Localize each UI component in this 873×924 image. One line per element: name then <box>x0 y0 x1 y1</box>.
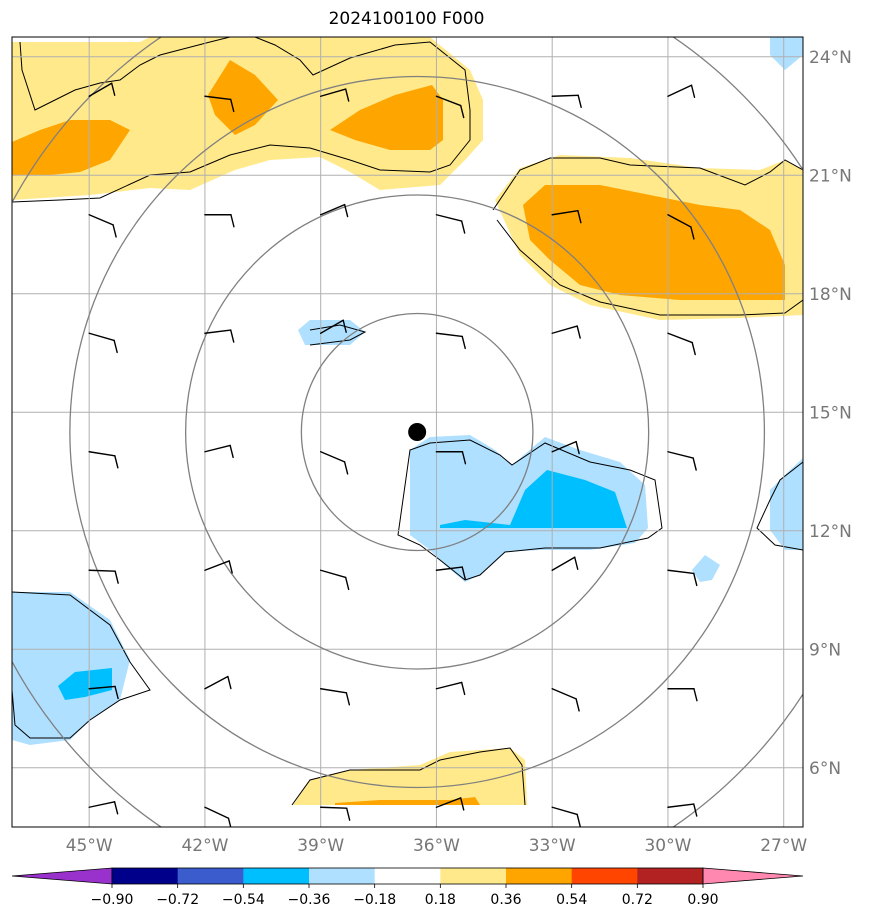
colorbar-segment <box>506 868 573 884</box>
colorbar-tick-label: 0.72 <box>622 892 653 908</box>
lat-tick-label: 12°N <box>809 522 852 542</box>
range-ring <box>184 194 650 670</box>
colorbar-segment <box>177 868 244 884</box>
wind-barb <box>204 214 235 228</box>
contour-positive-mid <box>12 60 785 805</box>
wind-barb <box>667 332 696 356</box>
wind-barbs <box>88 82 698 827</box>
lon-tick-label: 30°W <box>644 836 691 856</box>
lat-tick-label: 6°N <box>809 759 841 779</box>
wind-barb <box>319 451 349 475</box>
wind-barb <box>435 332 466 350</box>
lon-tick-label: 45°W <box>66 836 113 856</box>
wind-barb <box>204 95 235 113</box>
colorbar-segment <box>637 868 704 884</box>
wind-barb <box>667 688 698 702</box>
wind-barb <box>204 675 232 690</box>
colorbar <box>11 867 804 885</box>
wind-barb <box>667 214 695 240</box>
colorbar-extend-high <box>702 867 804 885</box>
colorbar-tick-label: 0.36 <box>490 892 521 908</box>
wind-barb <box>667 569 698 587</box>
wind-barb <box>435 566 466 580</box>
wind-barb <box>435 681 466 696</box>
colorbar-tick-label: −0.18 <box>353 892 396 908</box>
range-ring <box>300 312 534 552</box>
colorbar-segment <box>571 868 638 884</box>
wind-barb <box>88 801 119 815</box>
wind-barb <box>88 82 116 97</box>
wind-barb <box>551 209 582 224</box>
colorbar-tick-label: −0.72 <box>156 892 199 908</box>
wind-barb <box>319 688 351 706</box>
colorbar-segment <box>243 868 310 884</box>
contour-negative-mid <box>58 470 627 700</box>
wind-barb <box>319 88 350 102</box>
colorbar-tick-label: 0.54 <box>556 892 587 908</box>
wind-barb <box>551 94 582 109</box>
colorbar-frame <box>111 867 704 885</box>
lon-tick-label: 27°W <box>760 836 807 856</box>
colorbar-segment <box>440 868 507 884</box>
lat-tick-label: 24°N <box>809 48 852 68</box>
wind-barb <box>88 569 119 584</box>
lat-tick-label: 15°N <box>809 403 852 423</box>
wind-barb <box>88 332 118 354</box>
colorbar-tick-label: 0.90 <box>687 892 718 908</box>
wind-barb <box>435 451 467 465</box>
wind-barb <box>319 319 347 334</box>
wind-barb <box>435 797 465 811</box>
wind-barb <box>551 440 580 455</box>
wind-barb <box>551 325 581 339</box>
longitude-labels: 45°W 42°W 39°W 36°W 33°W 30°W 27°W <box>66 836 808 856</box>
wind-barb <box>551 806 581 827</box>
lat-lon-grid <box>12 37 803 827</box>
wind-barb <box>319 569 350 591</box>
contour-outlines <box>12 37 803 806</box>
colorbar-tick-label: −0.36 <box>288 892 331 908</box>
lat-tick-label: 18°N <box>809 285 852 305</box>
colorbar-segment <box>374 868 441 884</box>
wind-barb <box>204 329 235 343</box>
colorbar-segment <box>112 868 179 884</box>
wind-barb <box>435 95 465 119</box>
latitude-labels: 24°N 21°N 18°N 15°N 12°N 9°N 6°N <box>809 48 852 779</box>
wind-barb <box>88 451 119 469</box>
colorbar-tick-label: −0.54 <box>222 892 265 908</box>
lon-tick-label: 33°W <box>529 836 576 856</box>
colorbar-labels: −0.90 −0.72 −0.54 −0.36 −0.18 0.18 0.36 0.54 0.7… <box>91 884 719 908</box>
wind-barb <box>88 685 119 700</box>
wind-barb <box>88 214 117 238</box>
lon-tick-label: 36°W <box>413 836 460 856</box>
colorbar-extend-low <box>11 867 113 885</box>
wind-barb <box>204 806 232 827</box>
wind-barb <box>319 806 351 821</box>
wind-barb <box>667 451 697 471</box>
lon-tick-label: 42°W <box>181 836 228 856</box>
wind-barb <box>667 803 698 817</box>
lat-tick-label: 9°N <box>809 640 841 660</box>
storm-center-marker <box>408 423 427 441</box>
range-ring <box>69 75 766 789</box>
wind-barb <box>204 560 233 574</box>
plot-frame <box>11 36 804 828</box>
wind-barb <box>435 214 466 234</box>
wind-barb <box>551 556 579 571</box>
map-title: 2024100100 F000 <box>328 9 485 29</box>
colorbar-tick-label: −0.90 <box>91 892 134 908</box>
wind-barb <box>551 688 580 712</box>
lat-tick-label: 21°N <box>809 166 852 186</box>
wind-barb <box>204 444 234 459</box>
wind-barb <box>319 203 349 218</box>
wind-barb <box>667 84 696 98</box>
lon-tick-label: 39°W <box>297 836 344 856</box>
colorbar-segment <box>309 868 376 884</box>
colorbar-tick-label: 0.18 <box>425 892 456 908</box>
